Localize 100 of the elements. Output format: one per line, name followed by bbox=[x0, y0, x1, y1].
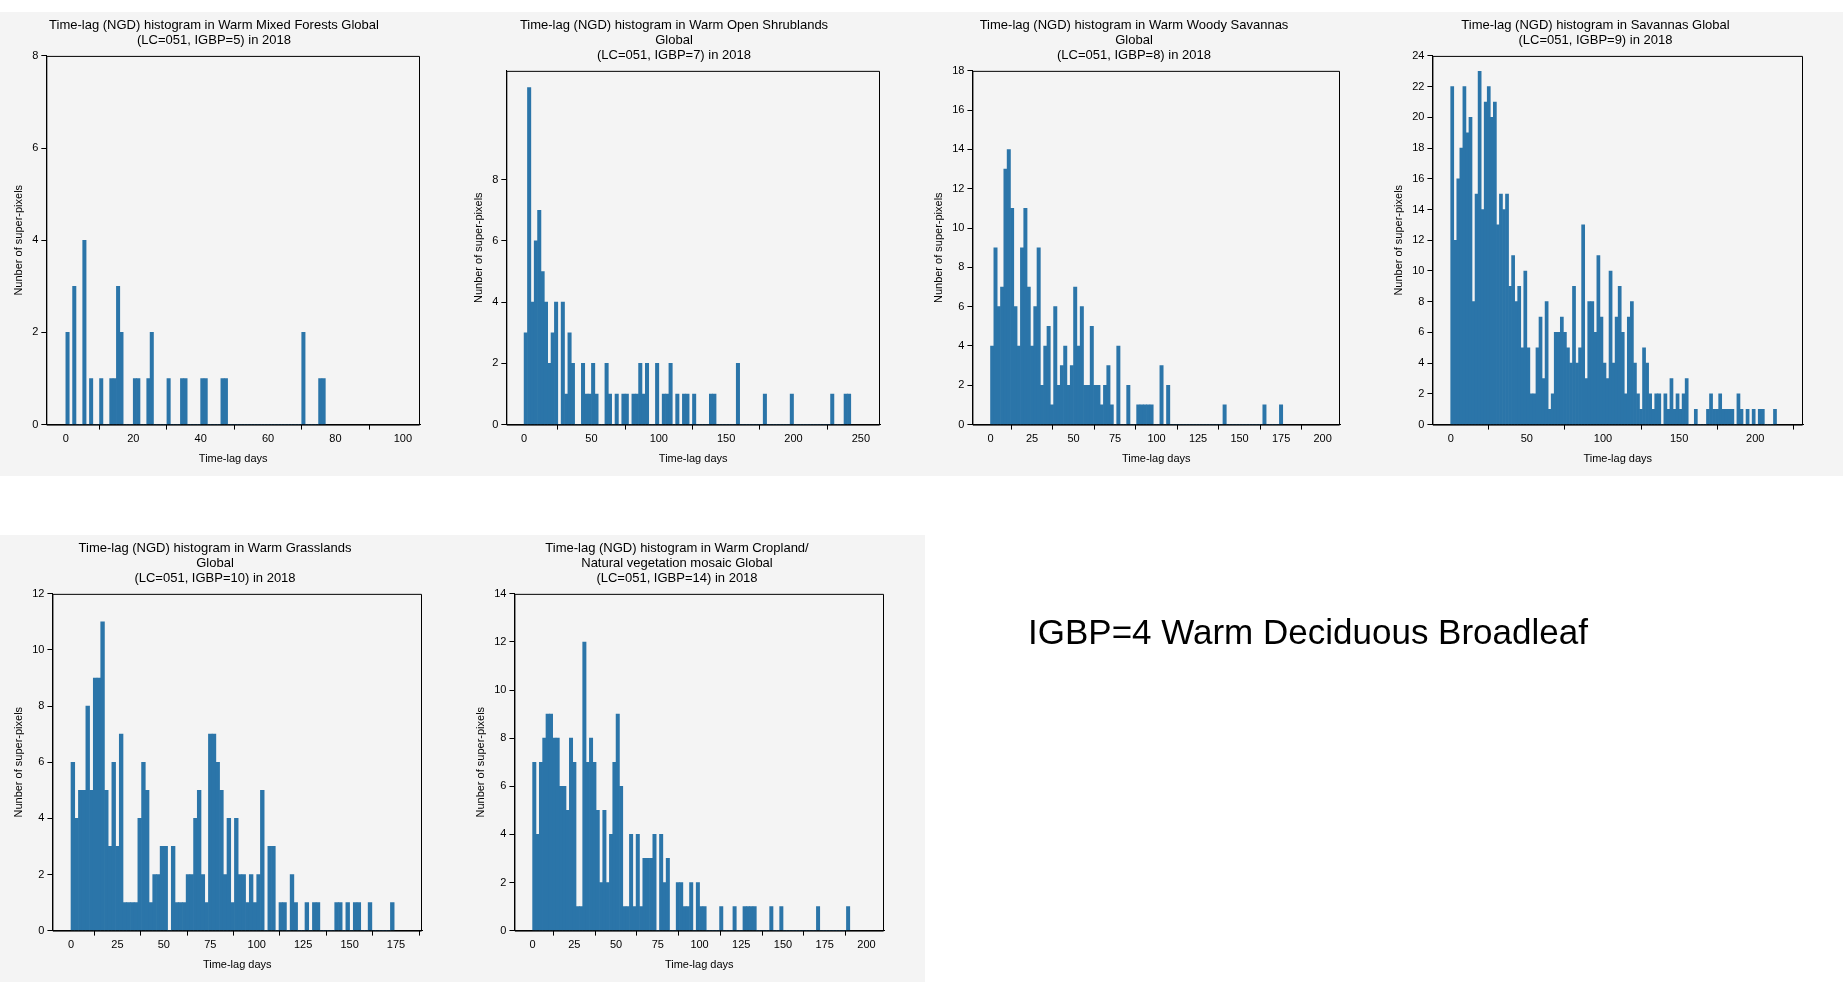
y-tick-label: 6 bbox=[32, 141, 39, 154]
x-tick-label: 50 bbox=[609, 938, 623, 951]
x-tick-label: 200 bbox=[784, 432, 803, 445]
y-tick-label: 2 bbox=[492, 356, 499, 369]
x-tick-label: 250 bbox=[851, 432, 871, 445]
x-tick-label: 0 bbox=[987, 432, 994, 445]
x-tick-label: 150 bbox=[773, 938, 793, 951]
x-tick-label: 175 bbox=[815, 938, 834, 951]
y-tick-label: 0 bbox=[958, 417, 965, 430]
y-tick-label: 14 bbox=[952, 142, 965, 155]
y-tick-label: 4 bbox=[500, 827, 507, 840]
y-tick-label: 10 bbox=[494, 683, 507, 696]
x-tick-label: 125 bbox=[732, 938, 751, 951]
y-tick-label: 18 bbox=[1412, 141, 1425, 154]
x-tick-label: 150 bbox=[340, 938, 359, 951]
x-tick-label: 50 bbox=[1520, 432, 1533, 445]
y-tick-label: 6 bbox=[500, 779, 507, 792]
y-tick-label: 6 bbox=[1418, 325, 1425, 338]
x-axis-title: Time-lag days bbox=[1583, 452, 1653, 465]
x-tick-label: 100 bbox=[393, 432, 412, 445]
y-tick-label: 10 bbox=[1412, 264, 1425, 277]
chart-title: Time-lag (NGD) histogram in Savannas Global (LC=051, IGBP=9) in 2018 bbox=[1461, 17, 1730, 47]
y-tick-label: 2 bbox=[38, 867, 45, 880]
chart-title: Time-lag (NGD) histogram in Warm Mixed Forests Global (LC=051, IGBP=5) in 2018 bbox=[49, 17, 380, 47]
y-axis-title: Nunber of super-pixels bbox=[11, 706, 24, 818]
chart-title: Time-lag (NGD) histogram in Warm Open Shrublands Global (LC=051, IGBP=7) in 2018 bbox=[519, 17, 829, 62]
y-tick-label: 8 bbox=[1418, 294, 1425, 307]
x-tick-label: 150 bbox=[716, 432, 736, 445]
y-tick-label: 22 bbox=[1412, 79, 1425, 92]
y-tick-label: 0 bbox=[1418, 417, 1425, 430]
x-tick-label: 100 bbox=[1147, 432, 1166, 445]
x-tick-label: 150 bbox=[1669, 432, 1689, 445]
chart-title: Time-lag (NGD) histogram in Warm Grasslands Global (LC=051, IGBP=10) in 2018 bbox=[78, 540, 352, 585]
y-tick-label: 20 bbox=[1412, 110, 1425, 123]
x-tick-label: 200 bbox=[1746, 432, 1765, 445]
x-tick-label: 0 bbox=[62, 432, 69, 445]
y-tick-label: 14 bbox=[494, 586, 507, 599]
y-tick-label: 8 bbox=[492, 172, 499, 185]
y-tick-label: 0 bbox=[32, 417, 39, 430]
y-tick-label: 4 bbox=[38, 811, 45, 824]
y-tick-label: 2 bbox=[1418, 386, 1425, 399]
y-tick-label: 2 bbox=[500, 875, 507, 888]
x-tick-label: 75 bbox=[204, 938, 217, 951]
x-tick-label: 0 bbox=[1447, 432, 1454, 445]
y-tick-label: 4 bbox=[32, 233, 39, 246]
x-tick-label: 175 bbox=[1271, 432, 1291, 445]
x-tick-label: 0 bbox=[67, 938, 75, 951]
x-tick-label: 175 bbox=[386, 938, 406, 951]
y-tick-label: 8 bbox=[38, 699, 45, 712]
x-tick-label: 125 bbox=[1188, 432, 1208, 445]
y-axis-title: Nunber of super-pixels bbox=[11, 184, 24, 296]
y-tick-label: 12 bbox=[494, 634, 507, 647]
y-axis-title: Nunber of super-pixels bbox=[931, 191, 944, 304]
y-tick-label: 12 bbox=[32, 586, 45, 599]
x-tick-label: 0 bbox=[521, 432, 528, 445]
x-tick-label: 100 bbox=[690, 938, 709, 951]
x-tick-label: 150 bbox=[1230, 432, 1249, 445]
x-tick-label: 100 bbox=[649, 432, 668, 445]
x-axis-title: Time-lag days bbox=[658, 452, 728, 465]
x-axis-title: Time-lag days bbox=[664, 958, 735, 971]
y-tick-label: 4 bbox=[1418, 356, 1425, 369]
x-axis-title: Time-lag days bbox=[1121, 452, 1192, 465]
x-tick-label: 100 bbox=[1593, 432, 1613, 445]
y-tick-label: 8 bbox=[958, 260, 965, 273]
x-tick-label: 40 bbox=[194, 432, 207, 445]
chart-title: Time-lag (NGD) histogram in Warm Woody Savannas Global (LC=051, IGBP=8) in 2018 bbox=[979, 17, 1289, 62]
y-tick-label: 12 bbox=[952, 181, 965, 194]
y-tick-label: 0 bbox=[492, 417, 499, 430]
y-tick-label: 0 bbox=[38, 923, 45, 936]
text: IGBP=4 Warm Deciduous Broadleaf bbox=[1028, 612, 1588, 652]
x-tick-label: 25 bbox=[1025, 432, 1039, 445]
y-tick-label: 6 bbox=[958, 299, 965, 312]
y-tick-label: 16 bbox=[952, 103, 965, 116]
y-tick-label: 8 bbox=[32, 48, 39, 61]
y-tick-label: 2 bbox=[958, 378, 965, 391]
x-tick-label: 75 bbox=[651, 938, 664, 951]
y-tick-label: 10 bbox=[952, 221, 965, 234]
x-tick-label: 25 bbox=[568, 938, 581, 951]
y-axis-title: Nunber of super-pixels bbox=[473, 706, 486, 818]
x-tick-label: 75 bbox=[1108, 432, 1122, 445]
y-tick-label: 2 bbox=[32, 325, 39, 338]
chart-title: Time-lag (NGD) histogram in Warm Cropland/ Natural vegetation mosaic Global (LC=051, IGBP=14) in 2018 bbox=[545, 540, 810, 585]
x-tick-label: 125 bbox=[293, 938, 313, 951]
x-tick-label: 100 bbox=[247, 938, 266, 951]
x-axis-title: Time-lag days bbox=[198, 452, 268, 465]
y-tick-label: 4 bbox=[958, 339, 965, 352]
x-tick-label: 0 bbox=[529, 938, 536, 951]
x-axis-title: Time-lag days bbox=[202, 958, 273, 971]
y-axis-title: Nunber of super-pixels bbox=[1391, 184, 1404, 296]
x-tick-label: 50 bbox=[585, 432, 598, 445]
x-tick-label: 80 bbox=[329, 432, 342, 445]
x-tick-label: 20 bbox=[127, 432, 140, 445]
x-tick-label: 50 bbox=[157, 938, 170, 951]
y-tick-label: 24 bbox=[1412, 48, 1425, 61]
y-tick-label: 6 bbox=[38, 755, 45, 768]
y-tick-label: 0 bbox=[500, 923, 507, 936]
y-tick-label: 4 bbox=[492, 295, 499, 308]
x-tick-label: 200 bbox=[857, 938, 876, 951]
y-tick-label: 16 bbox=[1412, 171, 1425, 184]
y-tick-label: 8 bbox=[500, 731, 507, 744]
